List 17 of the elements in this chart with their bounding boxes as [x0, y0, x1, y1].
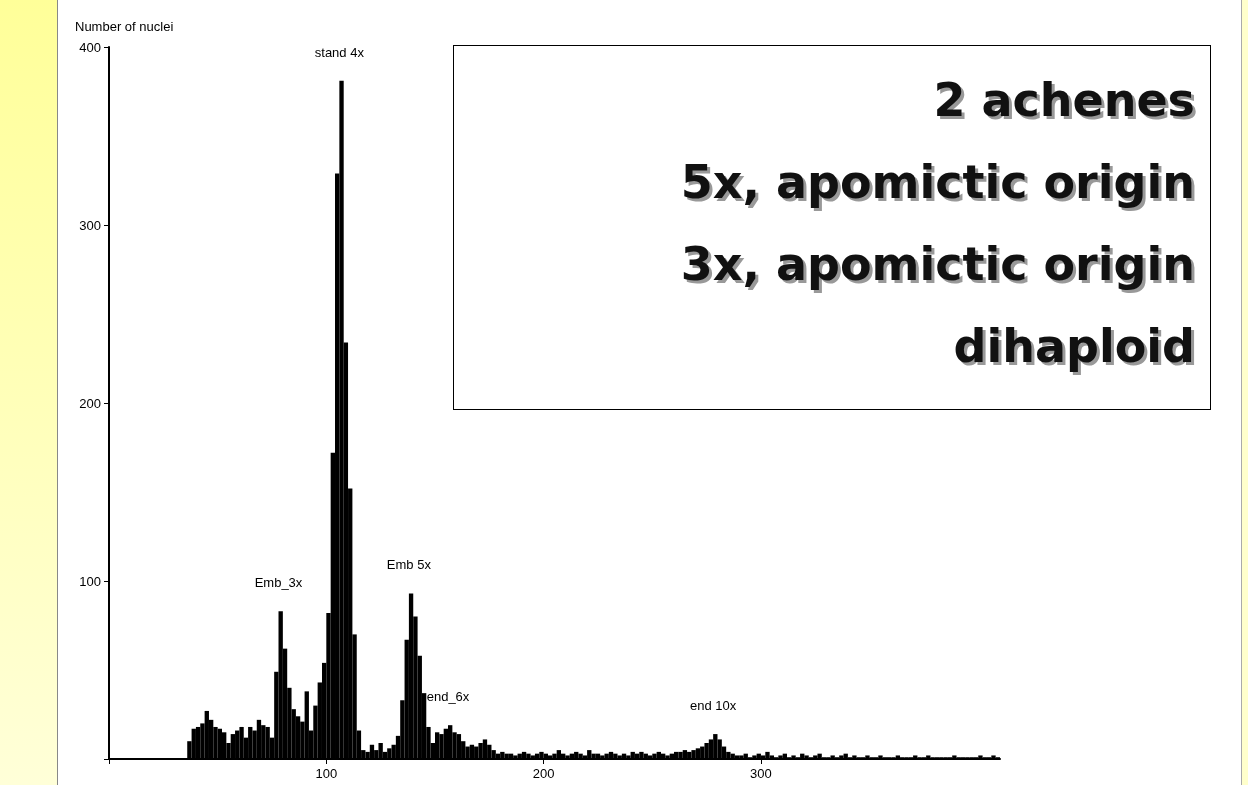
y-tick-label: 400	[79, 39, 101, 55]
x-tick-label: 300	[750, 766, 772, 781]
annotation: Emb 5x	[386, 557, 432, 573]
annotation: 3x, apomictic origin	[679, 236, 1195, 293]
annotation: 5x, apomictic origin	[679, 154, 1195, 211]
annotation: end 10x	[690, 698, 737, 714]
x-tick-label: 100	[315, 766, 338, 781]
y-tick-label: 200	[79, 395, 101, 411]
y-tick-label: 100	[79, 573, 101, 589]
annotation: Emb_3x	[254, 575, 303, 591]
y-axis-title: Number of nuclei	[75, 19, 174, 34]
annotation: 2 achenes	[932, 72, 1195, 129]
annotation: dihaploid	[952, 318, 1195, 375]
annotation: end_6x	[426, 689, 470, 705]
annotation: stand 4x	[314, 44, 365, 60]
y-tick-label: 300	[79, 217, 101, 233]
x-tick-label: 200	[532, 766, 555, 781]
